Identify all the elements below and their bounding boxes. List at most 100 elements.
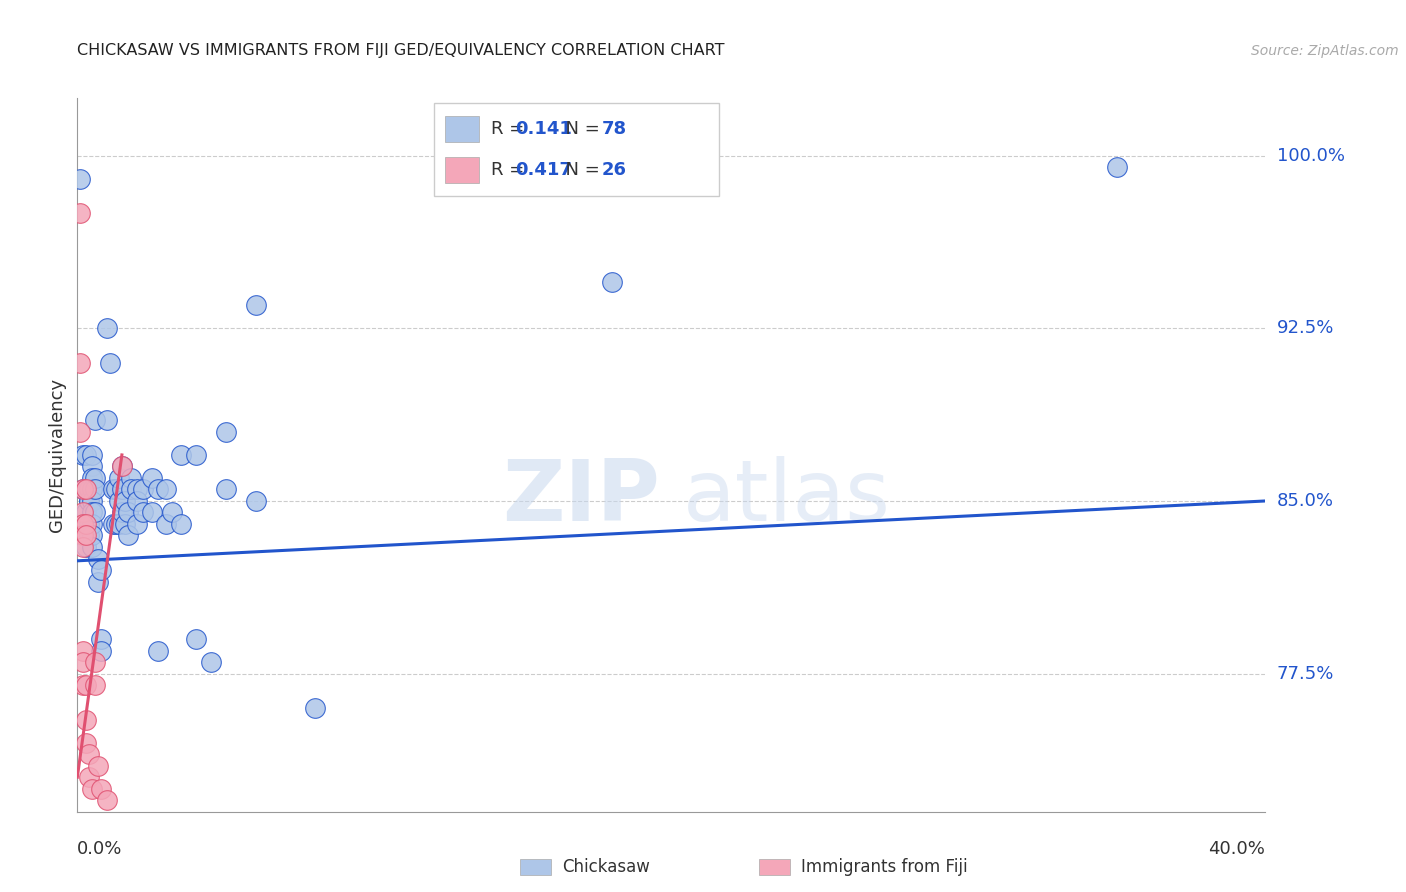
Text: N =: N =	[554, 120, 605, 137]
Point	[245, 494, 267, 508]
Text: Chickasaw: Chickasaw	[562, 858, 650, 876]
Point	[72, 678, 94, 692]
Text: 40.0%: 40.0%	[1209, 840, 1265, 858]
Point	[75, 678, 97, 692]
Point	[82, 528, 104, 542]
Point	[146, 483, 169, 497]
Point	[72, 540, 94, 554]
Point	[114, 516, 136, 531]
Point	[155, 516, 177, 531]
Point	[69, 206, 91, 220]
Point	[104, 516, 127, 531]
Point	[108, 494, 131, 508]
Point	[111, 459, 134, 474]
Text: CHICKASAW VS IMMIGRANTS FROM FIJI GED/EQUIVALENCY CORRELATION CHART: CHICKASAW VS IMMIGRANTS FROM FIJI GED/EQ…	[77, 43, 725, 58]
Text: Immigrants from Fiji: Immigrants from Fiji	[801, 858, 969, 876]
Point	[77, 747, 100, 761]
Point	[75, 506, 97, 520]
Point	[117, 528, 139, 542]
Point	[72, 448, 94, 462]
Point	[84, 506, 107, 520]
Point	[69, 356, 91, 370]
Point	[75, 540, 97, 554]
Point	[72, 655, 94, 669]
Point	[77, 516, 100, 531]
Point	[170, 516, 193, 531]
Point	[75, 483, 97, 497]
Text: 0.141: 0.141	[515, 120, 572, 137]
Point	[600, 275, 623, 289]
Point	[200, 655, 222, 669]
Point	[186, 448, 208, 462]
Point	[170, 448, 193, 462]
Point	[114, 494, 136, 508]
Point	[75, 736, 97, 750]
Point	[215, 425, 238, 439]
Point	[117, 506, 139, 520]
Point	[155, 483, 177, 497]
Point	[72, 516, 94, 531]
Point	[75, 528, 97, 542]
Point	[82, 540, 104, 554]
Point	[87, 574, 110, 589]
Point	[125, 483, 148, 497]
Point	[84, 678, 107, 692]
Point	[75, 516, 97, 531]
Point	[111, 459, 134, 474]
Y-axis label: GED/Equivalency: GED/Equivalency	[48, 378, 66, 532]
Point	[69, 425, 91, 439]
Point	[120, 483, 142, 497]
Point	[111, 483, 134, 497]
Point	[141, 506, 163, 520]
Point	[72, 483, 94, 497]
Point	[87, 758, 110, 772]
Point	[77, 770, 100, 784]
Point	[125, 494, 148, 508]
Point	[90, 563, 112, 577]
Point	[87, 551, 110, 566]
Point	[108, 471, 131, 485]
Point	[84, 655, 107, 669]
Point	[82, 471, 104, 485]
Point	[84, 483, 107, 497]
Text: 100.0%: 100.0%	[1277, 146, 1344, 165]
Text: 85.0%: 85.0%	[1277, 492, 1334, 510]
Point	[120, 471, 142, 485]
Point	[96, 413, 118, 427]
Point	[98, 356, 121, 370]
Point	[82, 516, 104, 531]
Point	[141, 471, 163, 485]
Point	[82, 506, 104, 520]
Point	[104, 483, 127, 497]
Point	[215, 483, 238, 497]
Point	[101, 483, 124, 497]
Point	[84, 471, 107, 485]
Point	[77, 494, 100, 508]
Point	[186, 632, 208, 646]
Point	[1105, 160, 1128, 174]
Point	[72, 506, 94, 520]
Point	[108, 516, 131, 531]
Point	[72, 528, 94, 542]
Point	[77, 494, 100, 508]
Point	[146, 643, 169, 657]
Point	[82, 448, 104, 462]
Point	[90, 781, 112, 796]
Point	[75, 713, 97, 727]
Point	[75, 516, 97, 531]
Point	[82, 494, 104, 508]
Point	[82, 483, 104, 497]
Text: 0.0%: 0.0%	[77, 840, 122, 858]
Point	[90, 632, 112, 646]
Point	[82, 459, 104, 474]
Point	[77, 516, 100, 531]
Point	[84, 413, 107, 427]
Point	[69, 171, 91, 186]
Point	[245, 298, 267, 312]
Point	[111, 506, 134, 520]
Point	[101, 516, 124, 531]
Point	[82, 781, 104, 796]
Point	[96, 793, 118, 807]
Point	[75, 448, 97, 462]
Text: N =: N =	[554, 161, 605, 179]
